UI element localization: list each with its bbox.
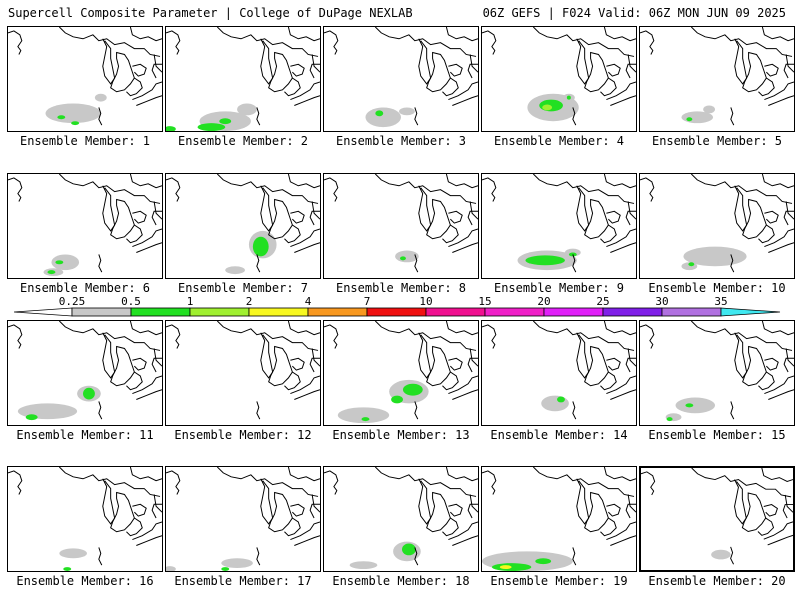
ensemble-member-label: Ensemble Member: 2	[177, 134, 309, 148]
ensemble-member-map[interactable]	[165, 320, 321, 426]
colorbar-tick-label: 4	[304, 295, 312, 308]
ensemble-member-map[interactable]	[481, 26, 637, 132]
great-lakes-basemap	[640, 27, 794, 126]
ensemble-member-label: Ensemble Member: 5	[651, 134, 783, 148]
colorbar-segment	[661, 307, 722, 317]
colorbar-segment	[366, 307, 427, 317]
ensemble-member-map[interactable]	[7, 320, 163, 426]
ensemble-member-map[interactable]	[7, 26, 163, 132]
great-lakes-basemap	[482, 174, 636, 273]
colorbar-tick-label: 10	[419, 295, 433, 308]
ensemble-member-map[interactable]	[323, 320, 479, 426]
ensemble-member-label: Ensemble Member: 14	[490, 428, 628, 442]
colorbar-segment	[130, 307, 191, 317]
ensemble-member-map[interactable]	[323, 26, 479, 132]
great-lakes-basemap	[8, 321, 162, 421]
great-lakes-basemap	[8, 467, 162, 571]
colorbar-tick-label: 15	[478, 295, 492, 308]
ensemble-member-label: Ensemble Member: 13	[332, 428, 470, 442]
ensemble-member-label: Ensemble Member: 9	[493, 281, 625, 295]
colorbar-segment	[543, 307, 604, 317]
colorbar-svg	[13, 307, 781, 317]
ensemble-member-map[interactable]	[165, 173, 321, 279]
great-lakes-basemap	[8, 174, 162, 277]
ensemble-member-map[interactable]	[323, 466, 479, 572]
ensemble-member-label: Ensemble Member: 15	[648, 428, 786, 442]
great-lakes-basemap	[482, 27, 636, 126]
ensemble-member-label: Ensemble Member: 17	[174, 574, 312, 588]
colorbar-low-end	[13, 307, 73, 317]
ensemble-member-label: Ensemble Member: 16	[16, 574, 154, 588]
ensemble-member-label: Ensemble Member: 8	[335, 281, 467, 295]
ensemble-member-map[interactable]	[7, 173, 163, 279]
great-lakes-basemap	[166, 467, 320, 571]
product-title: Supercell Composite Parameter | College …	[8, 6, 413, 20]
great-lakes-basemap	[166, 321, 320, 420]
great-lakes-basemap	[641, 468, 793, 565]
ensemble-member-label: Ensemble Member: 19	[490, 574, 628, 588]
colorbar-segment	[189, 307, 250, 317]
colorbar-segment	[248, 307, 309, 317]
great-lakes-basemap	[324, 27, 478, 128]
colorbar-tick-label: 20	[537, 295, 551, 308]
ensemble-member-label: Ensemble Member: 1	[19, 134, 151, 148]
ensemble-member-label: Ensemble Member: 12	[174, 428, 312, 442]
ensemble-member-label: Ensemble Member: 11	[16, 428, 154, 442]
colorbar-segment	[484, 307, 545, 317]
colorbar-segment	[720, 307, 781, 317]
great-lakes-basemap	[324, 467, 478, 570]
ensemble-member-map[interactable]	[323, 173, 479, 279]
ensemble-member-map[interactable]	[639, 173, 795, 279]
great-lakes-basemap	[8, 27, 162, 126]
great-lakes-basemap	[166, 174, 320, 275]
ensemble-member-label: Ensemble Member: 6	[19, 281, 151, 295]
ensemble-member-label: Ensemble Member: 3	[335, 134, 467, 148]
great-lakes-basemap	[166, 27, 320, 131]
colorbar-tick-label: 7	[363, 295, 371, 308]
ensemble-member-map[interactable]	[481, 173, 637, 279]
colorbar-tick-label: 30	[655, 295, 669, 308]
ensemble-member-map[interactable]	[165, 26, 321, 132]
ensemble-member-map[interactable]	[481, 466, 637, 572]
ensemble-member-map[interactable]	[165, 466, 321, 572]
great-lakes-basemap	[640, 321, 794, 422]
ensemble-member-map[interactable]	[7, 466, 163, 572]
ensemble-member-label: Ensemble Member: 10	[648, 281, 786, 295]
great-lakes-basemap	[324, 174, 478, 273]
ensemble-member-map[interactable]	[639, 320, 795, 426]
colorbar-tick-label: 25	[596, 295, 610, 308]
colorbar-segment	[71, 307, 132, 317]
colorbar-tick-label: 35	[714, 295, 728, 308]
ensemble-member-label: Ensemble Member: 7	[177, 281, 309, 295]
colorbar-segment	[425, 307, 486, 317]
ensemble-member-label: Ensemble Member: 20	[648, 574, 786, 588]
great-lakes-basemap	[482, 321, 636, 420]
great-lakes-basemap	[640, 174, 794, 273]
colorbar-legend: 0.25 0.5 1 2 4 7 10 15 20 25 30 35	[13, 295, 786, 322]
colorbar-tick-label: 0.25	[58, 295, 86, 308]
ensemble-member-label: Ensemble Member: 18	[332, 574, 470, 588]
model-run-valid-time: 06Z GEFS | F024 Valid: 06Z MON JUN 09 20…	[482, 6, 786, 20]
ensemble-member-map[interactable]	[639, 26, 795, 132]
colorbar-segment	[307, 307, 368, 317]
colorbar-segment	[602, 307, 663, 317]
colorbar-tick-label: 1	[186, 295, 194, 308]
ensemble-member-map[interactable]	[639, 466, 795, 572]
ensemble-member-label: Ensemble Member: 4	[493, 134, 625, 148]
colorbar-tick-label: 2	[245, 295, 253, 308]
great-lakes-basemap	[482, 467, 636, 571]
colorbar-tick-label: 0.5	[121, 295, 141, 308]
ensemble-member-map[interactable]	[481, 320, 637, 426]
great-lakes-basemap	[324, 321, 478, 424]
